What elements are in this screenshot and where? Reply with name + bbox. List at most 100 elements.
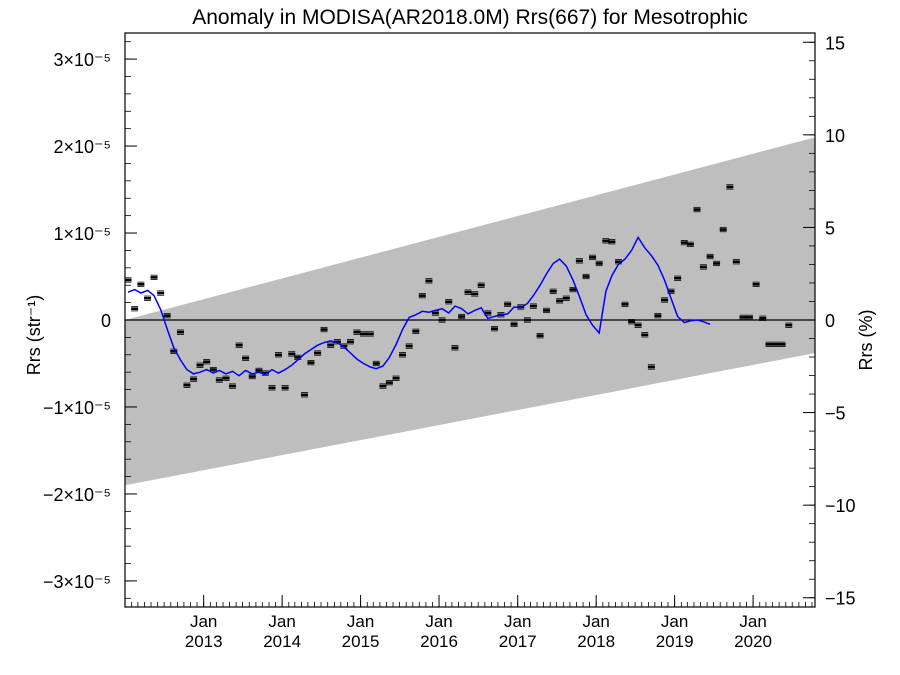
data-point xyxy=(445,299,453,305)
point-mark xyxy=(255,369,263,372)
point-mark xyxy=(562,296,570,300)
point-mark xyxy=(667,290,675,293)
data-point xyxy=(529,303,537,309)
point-mark xyxy=(438,318,446,322)
x-tick-month-label: Jan xyxy=(582,612,609,631)
smooth-line xyxy=(127,235,711,377)
data-point xyxy=(314,350,322,356)
point-mark xyxy=(360,332,368,336)
data-point xyxy=(399,352,407,358)
data-point xyxy=(778,341,786,347)
point-mark xyxy=(752,283,760,286)
x-tick-year-label: 2015 xyxy=(342,632,380,651)
point-mark xyxy=(372,362,380,365)
point-mark xyxy=(719,228,727,231)
data-point xyxy=(379,383,387,389)
data-point xyxy=(785,322,793,328)
point-mark xyxy=(300,393,308,397)
point-mark xyxy=(458,315,466,318)
chart-title: Anomaly in MODISA(AR2018.0M) Rrs(667) fo… xyxy=(192,6,748,29)
point-mark xyxy=(235,343,243,347)
data-point xyxy=(307,360,315,366)
point-mark xyxy=(569,288,577,291)
point-mark xyxy=(628,320,636,324)
point-mark xyxy=(647,365,655,369)
point-mark xyxy=(615,260,623,264)
data-point xyxy=(366,331,374,337)
x-tick-year-label: 2019 xyxy=(656,632,694,651)
point-mark xyxy=(745,316,753,319)
data-point xyxy=(150,274,158,280)
data-point xyxy=(137,281,145,287)
point-mark xyxy=(366,332,374,336)
point-mark xyxy=(412,330,420,333)
point-mark xyxy=(163,314,171,317)
data-point xyxy=(595,260,603,267)
point-mark xyxy=(706,255,714,258)
data-point xyxy=(491,326,499,332)
point-mark xyxy=(785,323,793,327)
point-mark xyxy=(203,360,211,364)
point-mark xyxy=(215,378,223,382)
data-point xyxy=(222,375,230,381)
point-mark xyxy=(157,291,165,295)
right-axis-ticks: 15 10 5 0 −5 −10 −15 xyxy=(803,33,856,609)
point-mark xyxy=(392,376,400,380)
point-mark xyxy=(248,375,256,378)
point-mark xyxy=(504,303,512,306)
data-point xyxy=(699,264,707,270)
data-point xyxy=(157,290,165,296)
data-point xyxy=(523,317,531,323)
point-mark xyxy=(385,381,393,384)
right-tick-label: 15 xyxy=(825,33,845,53)
point-mark xyxy=(602,239,610,243)
point-mark xyxy=(268,386,276,390)
data-point xyxy=(621,301,629,307)
data-point xyxy=(726,184,734,190)
right-axis-label: Rrs (%) xyxy=(856,310,876,371)
x-tick-month-label: Jan xyxy=(190,612,217,631)
data-point xyxy=(719,226,727,233)
point-mark xyxy=(196,363,204,367)
data-point xyxy=(281,385,289,391)
point-mark xyxy=(772,343,780,346)
point-mark xyxy=(484,311,492,315)
data-point xyxy=(418,293,426,299)
data-point xyxy=(372,360,380,367)
point-mark xyxy=(477,283,485,287)
point-mark xyxy=(582,275,590,278)
data-point xyxy=(602,238,610,244)
right-tick-label: −5 xyxy=(825,404,846,424)
point-mark xyxy=(425,279,433,283)
data-point xyxy=(549,288,557,294)
right-tick-label: 10 xyxy=(825,126,845,146)
data-point xyxy=(556,298,564,304)
point-mark xyxy=(464,290,472,294)
point-mark xyxy=(510,323,518,326)
data-point xyxy=(131,306,139,312)
data-point xyxy=(608,239,616,245)
data-point xyxy=(674,275,682,281)
left-tick-label: 3×10⁻⁵ xyxy=(53,50,111,70)
point-mark xyxy=(327,343,335,347)
data-point xyxy=(772,341,780,347)
data-point xyxy=(353,329,361,335)
data-point xyxy=(228,383,236,389)
point-mark xyxy=(379,384,387,388)
point-mark xyxy=(451,346,459,350)
data-point xyxy=(288,351,296,357)
data-point xyxy=(510,321,518,327)
data-point xyxy=(144,295,152,301)
data-point xyxy=(438,317,446,323)
right-tick-label: 0 xyxy=(825,311,835,331)
data-point xyxy=(203,359,211,365)
point-mark xyxy=(621,303,629,306)
data-point xyxy=(242,355,250,361)
data-point xyxy=(543,307,551,314)
data-point xyxy=(300,392,308,398)
point-mark xyxy=(529,304,537,308)
point-mark xyxy=(340,344,348,348)
band-polygon xyxy=(125,137,815,486)
point-mark xyxy=(661,298,669,302)
point-mark xyxy=(170,350,178,353)
